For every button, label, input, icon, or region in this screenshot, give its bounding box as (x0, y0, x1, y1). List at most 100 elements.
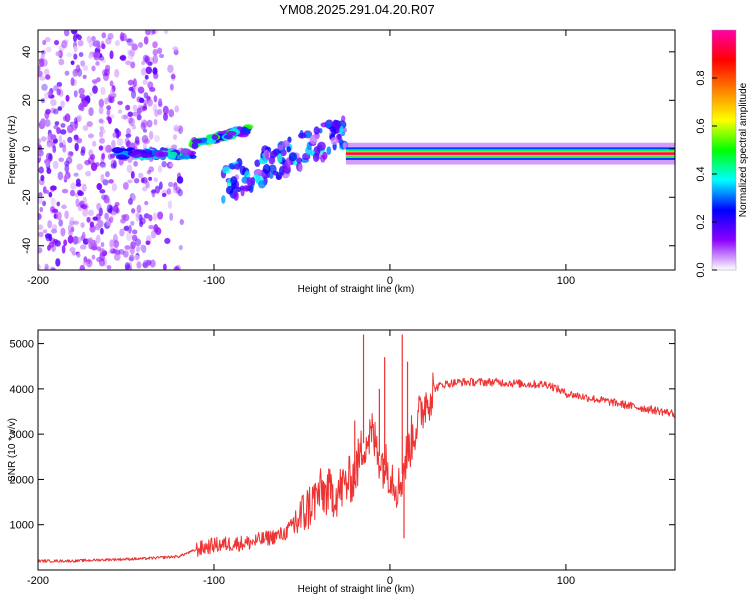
noise-blob (63, 30, 70, 37)
noise-blob (113, 239, 120, 248)
noise-blob (140, 244, 145, 251)
noise-blob (80, 149, 86, 156)
snr-x-axis-label: Height of straight line (km) (298, 584, 415, 595)
noise-blob (163, 30, 169, 35)
noise-blob (83, 256, 88, 264)
noise-blob (95, 61, 100, 66)
noise-blob (98, 145, 104, 151)
noise-blob (51, 224, 58, 231)
snr-panel: -200 -100 0 100 1000 2000 3000 4000 5000 Height… (7, 329, 676, 595)
noise-blob (79, 244, 87, 250)
noise-blob (57, 106, 63, 111)
noise-blob (133, 177, 140, 184)
structure-blob (276, 153, 283, 164)
noise-blob (153, 72, 159, 80)
structure-blob (258, 157, 267, 165)
structure-blob (221, 195, 226, 204)
noise-blob (38, 195, 43, 205)
noise-blob (110, 248, 116, 254)
noise-blob (138, 172, 144, 179)
noise-blob (131, 194, 136, 202)
noise-blob (44, 162, 50, 167)
noise-blob (50, 228, 58, 234)
noise-blob (80, 60, 86, 67)
noise-blob (107, 32, 114, 40)
noise-blob (72, 235, 79, 245)
noise-blob (135, 212, 140, 218)
noise-blob (129, 245, 135, 255)
noise-blob (104, 64, 111, 72)
structure-blob (230, 176, 238, 185)
structure-blob (225, 186, 234, 195)
structure-blob (254, 159, 261, 167)
noise-blob (136, 107, 142, 115)
noise-blob (158, 53, 165, 59)
structure-blob (329, 125, 336, 132)
noise-blob (52, 238, 59, 244)
noise-blob (55, 258, 61, 267)
noise-blob (44, 119, 51, 127)
noise-blob (130, 170, 135, 179)
noise-blob (82, 208, 89, 217)
noise-blob (145, 30, 151, 36)
noise-blob (152, 103, 158, 113)
structure-blob (258, 180, 266, 189)
noise-blob (142, 79, 148, 85)
colorbar-tick-label: 0.4 (695, 166, 707, 181)
noise-blob (100, 128, 106, 135)
noise-blob (80, 222, 85, 228)
noise-blob (96, 202, 102, 211)
structure-blob (286, 146, 291, 153)
noise-blob (106, 116, 111, 121)
noise-blob (130, 90, 137, 99)
noise-blob (119, 228, 125, 237)
structure-blob (317, 141, 326, 151)
noise-blob (124, 137, 130, 147)
noise-blob (94, 39, 100, 48)
noise-blob (125, 249, 132, 254)
noise-blob (137, 86, 145, 94)
snr-series-line (38, 372, 675, 563)
noise-blob (138, 41, 144, 48)
noise-blob (82, 261, 89, 266)
structure-blob (246, 176, 253, 186)
noise-blob (119, 55, 126, 60)
noise-blob (38, 149, 44, 157)
noise-blob (64, 113, 71, 123)
noise-blob (86, 35, 92, 43)
noise-blob (140, 119, 148, 128)
noise-blob (166, 188, 172, 195)
noise-blob (158, 98, 163, 106)
noise-blob (135, 213, 140, 222)
line-blob (191, 138, 203, 144)
noise-blob (42, 39, 47, 46)
noise-blob (76, 253, 81, 258)
noise-blob (38, 192, 43, 198)
noise-blob (61, 188, 69, 194)
structure-blob (288, 152, 297, 162)
noise-blob (121, 214, 127, 219)
line-blob (226, 130, 237, 136)
noise-blob (149, 86, 156, 93)
line-blob (211, 134, 219, 141)
snr-y-tick-label: 4000 (10, 384, 34, 396)
spectrogram-x-axis-label: Height of straight line (km) (298, 284, 415, 295)
noise-blob (40, 136, 47, 142)
noise-blob (148, 214, 153, 222)
noise-blob (61, 245, 66, 254)
noise-blob (131, 208, 136, 214)
structure-blob (228, 163, 234, 169)
noise-blob (99, 126, 104, 131)
noise-blob (91, 65, 96, 72)
noise-blob (177, 188, 183, 197)
noise-blob (131, 124, 136, 130)
noise-blob (88, 39, 94, 48)
noise-blob (145, 66, 153, 75)
noise-blob (142, 54, 149, 63)
snr-x-tick-label: -100 (203, 575, 225, 587)
noise-blob (72, 34, 78, 42)
noise-blob (47, 90, 53, 97)
noise-blob (38, 143, 42, 150)
noise-blob (152, 54, 159, 64)
noise-blob (73, 53, 78, 60)
